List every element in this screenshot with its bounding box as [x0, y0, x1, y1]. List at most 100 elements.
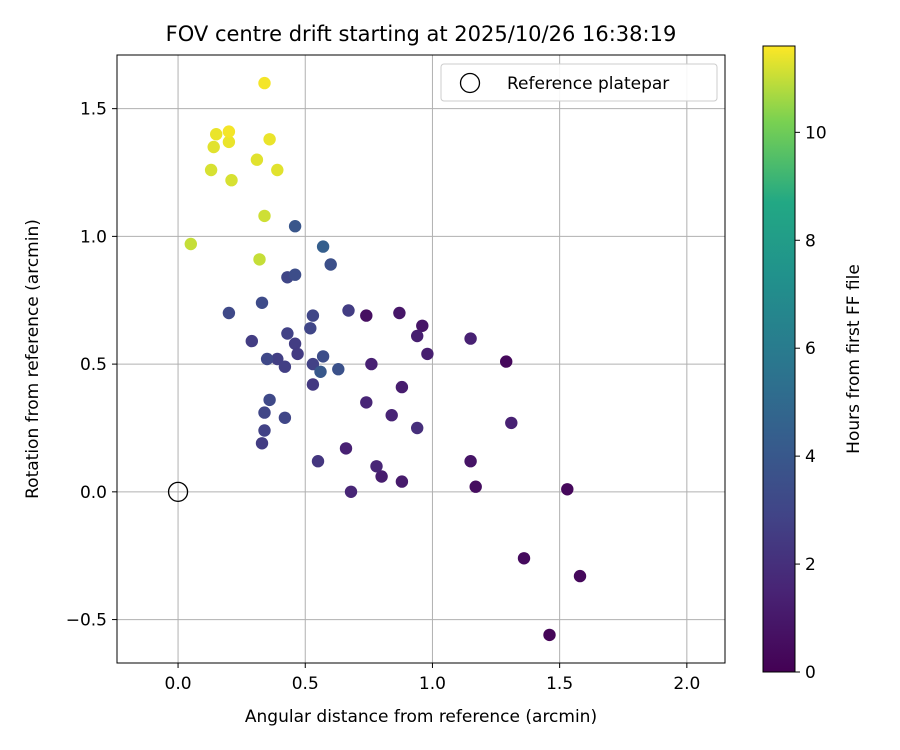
- scatter-point: [344, 485, 358, 498]
- scatter-point: [245, 334, 258, 348]
- scatter-point: [304, 322, 317, 335]
- colorbar-tick-label: 10: [805, 123, 827, 143]
- scatter-point: [393, 306, 406, 320]
- scatter-point: [255, 296, 269, 309]
- scatter-point: [207, 140, 220, 154]
- scatter-point: [260, 352, 274, 366]
- legend-label: Reference platepar: [507, 74, 669, 94]
- y-axis-label: Rotation from reference (arcmin): [23, 219, 43, 499]
- colorbar-tick-label: 6: [805, 339, 816, 359]
- scatter-point: [314, 365, 327, 378]
- scatter-point: [306, 357, 320, 371]
- colorbar-tick-label: 4: [805, 447, 816, 467]
- scatter-point: [281, 327, 294, 340]
- scatter-point: [271, 352, 284, 366]
- scatter-point: [543, 628, 556, 642]
- scatter-point: [469, 480, 482, 493]
- scatter-point: [395, 475, 409, 488]
- x-tick-label: 0.0: [165, 674, 192, 694]
- scatter-point: [464, 332, 477, 345]
- scatter-point: [184, 237, 197, 251]
- scatter-point: [342, 304, 355, 317]
- scatter-point: [271, 163, 284, 177]
- scatter-point: [250, 153, 264, 166]
- scatter-point: [222, 135, 236, 149]
- scatter-point: [306, 309, 320, 322]
- scatter-point: [411, 421, 424, 435]
- x-tick-label: 0.5: [292, 674, 319, 694]
- scatter-point: [332, 363, 345, 376]
- scatter-point: [339, 442, 353, 455]
- x-axis: 0.0 0.5 1.0 1.5 2.0: [165, 663, 700, 694]
- scatter-point: [360, 396, 373, 409]
- scatter-point: [316, 350, 330, 363]
- data-points: [184, 76, 587, 642]
- scatter-point: [278, 411, 292, 424]
- colorbar-tick-label: 0: [805, 663, 816, 683]
- scatter-point: [258, 76, 271, 90]
- scatter-point: [561, 483, 574, 496]
- y-axis: −0.5 0.0 0.5 1.0 1.5: [66, 100, 117, 631]
- scatter-point: [464, 455, 477, 468]
- scatter-point: [258, 209, 271, 223]
- reference-platepar-marker: [167, 481, 189, 502]
- colorbar-frame: [762, 45, 796, 673]
- scatter-point: [288, 337, 302, 350]
- colorbar-gradient: [763, 46, 795, 672]
- scatter-point: [517, 552, 531, 565]
- x-tick-label: 1.0: [419, 674, 446, 694]
- scatter-point: [258, 406, 271, 419]
- scatter-point: [573, 569, 587, 583]
- scatter-point: [255, 437, 269, 450]
- scatter-point: [291, 347, 304, 361]
- scatter-point: [360, 309, 373, 322]
- colorbar: 0 2 4 6 8 10 Hours from first FF file: [762, 45, 864, 683]
- scatter-point: [365, 357, 378, 371]
- scatter-point: [222, 306, 236, 320]
- colorbar-ticks: 0 2 4 6 8 10: [795, 123, 827, 683]
- scatter-point: [204, 163, 218, 177]
- scatter-point: [385, 409, 398, 422]
- colorbar-label: Hours from first FF file: [844, 264, 864, 454]
- y-tick-label: −0.5: [66, 611, 107, 631]
- legend-reference-marker: [459, 72, 481, 94]
- plot-area: [116, 54, 726, 664]
- scatter-point: [411, 329, 424, 343]
- reference-marker-group: [167, 481, 189, 502]
- scatter-point: [421, 347, 434, 361]
- y-tick-label: 1.0: [80, 227, 107, 247]
- y-tick-label: 1.5: [80, 100, 107, 120]
- scatter-point: [225, 174, 238, 187]
- scatter-point: [324, 258, 337, 271]
- y-tick-label: 0.0: [80, 483, 107, 503]
- scatter-point: [311, 455, 325, 468]
- scatter-point: [278, 360, 292, 373]
- x-axis-label: Angular distance from reference (arcmin): [245, 707, 597, 727]
- scatter-point: [288, 220, 302, 233]
- scatter-point: [375, 470, 388, 483]
- scatter-point: [500, 355, 513, 368]
- colorbar-tick-label: 8: [805, 231, 816, 251]
- plot-frame: [116, 54, 726, 664]
- scatter-point: [263, 133, 276, 146]
- grid: [117, 55, 725, 663]
- scatter-point: [263, 393, 276, 407]
- scatter-point: [253, 253, 266, 266]
- scatter-point: [222, 125, 236, 138]
- chart-title: FOV centre drift starting at 2025/10/26 …: [166, 22, 677, 46]
- scatter-point: [258, 424, 271, 437]
- scatter-point: [416, 319, 429, 332]
- legend-box: [440, 63, 718, 102]
- legend: Reference platepar: [440, 63, 718, 102]
- scatter-point: [395, 380, 409, 394]
- scatter-point: [210, 128, 223, 141]
- scatter-point: [505, 416, 518, 430]
- x-tick-label: 1.5: [546, 674, 573, 694]
- colorbar-tick-label: 2: [805, 555, 816, 575]
- y-tick-label: 0.5: [80, 355, 107, 375]
- scatter-point: [316, 240, 330, 253]
- scatter-point: [306, 378, 320, 391]
- x-tick-label: 2.0: [673, 674, 700, 694]
- scatter-point: [288, 268, 302, 281]
